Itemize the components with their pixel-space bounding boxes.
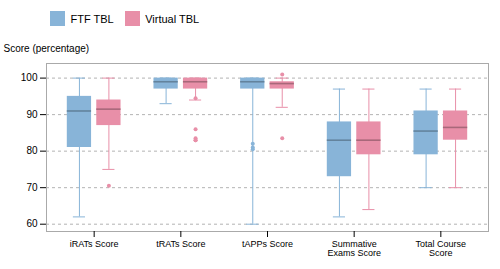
svg-text:60: 60 (26, 218, 38, 229)
svg-text:80: 80 (26, 145, 38, 156)
svg-text:tRATs Score: tRATs Score (156, 238, 205, 248)
svg-text:70: 70 (26, 181, 38, 192)
svg-text:90: 90 (26, 108, 38, 119)
svg-text:Score (percentage): Score (percentage) (4, 42, 90, 53)
html-text:FTF TBL: FTF TBL (70, 12, 114, 25)
svg-text:100: 100 (21, 72, 38, 83)
html-text:Virtual TBL: Virtual TBL (145, 12, 200, 25)
svg-text:tAPPs Score: tAPPs Score (242, 238, 293, 248)
svg-text:Total CourseScore: Total CourseScore (416, 238, 467, 257)
svg-text:SummativeExams Score: SummativeExams Score (327, 238, 381, 257)
svg-text:iRATs Score: iRATs Score (70, 238, 119, 248)
